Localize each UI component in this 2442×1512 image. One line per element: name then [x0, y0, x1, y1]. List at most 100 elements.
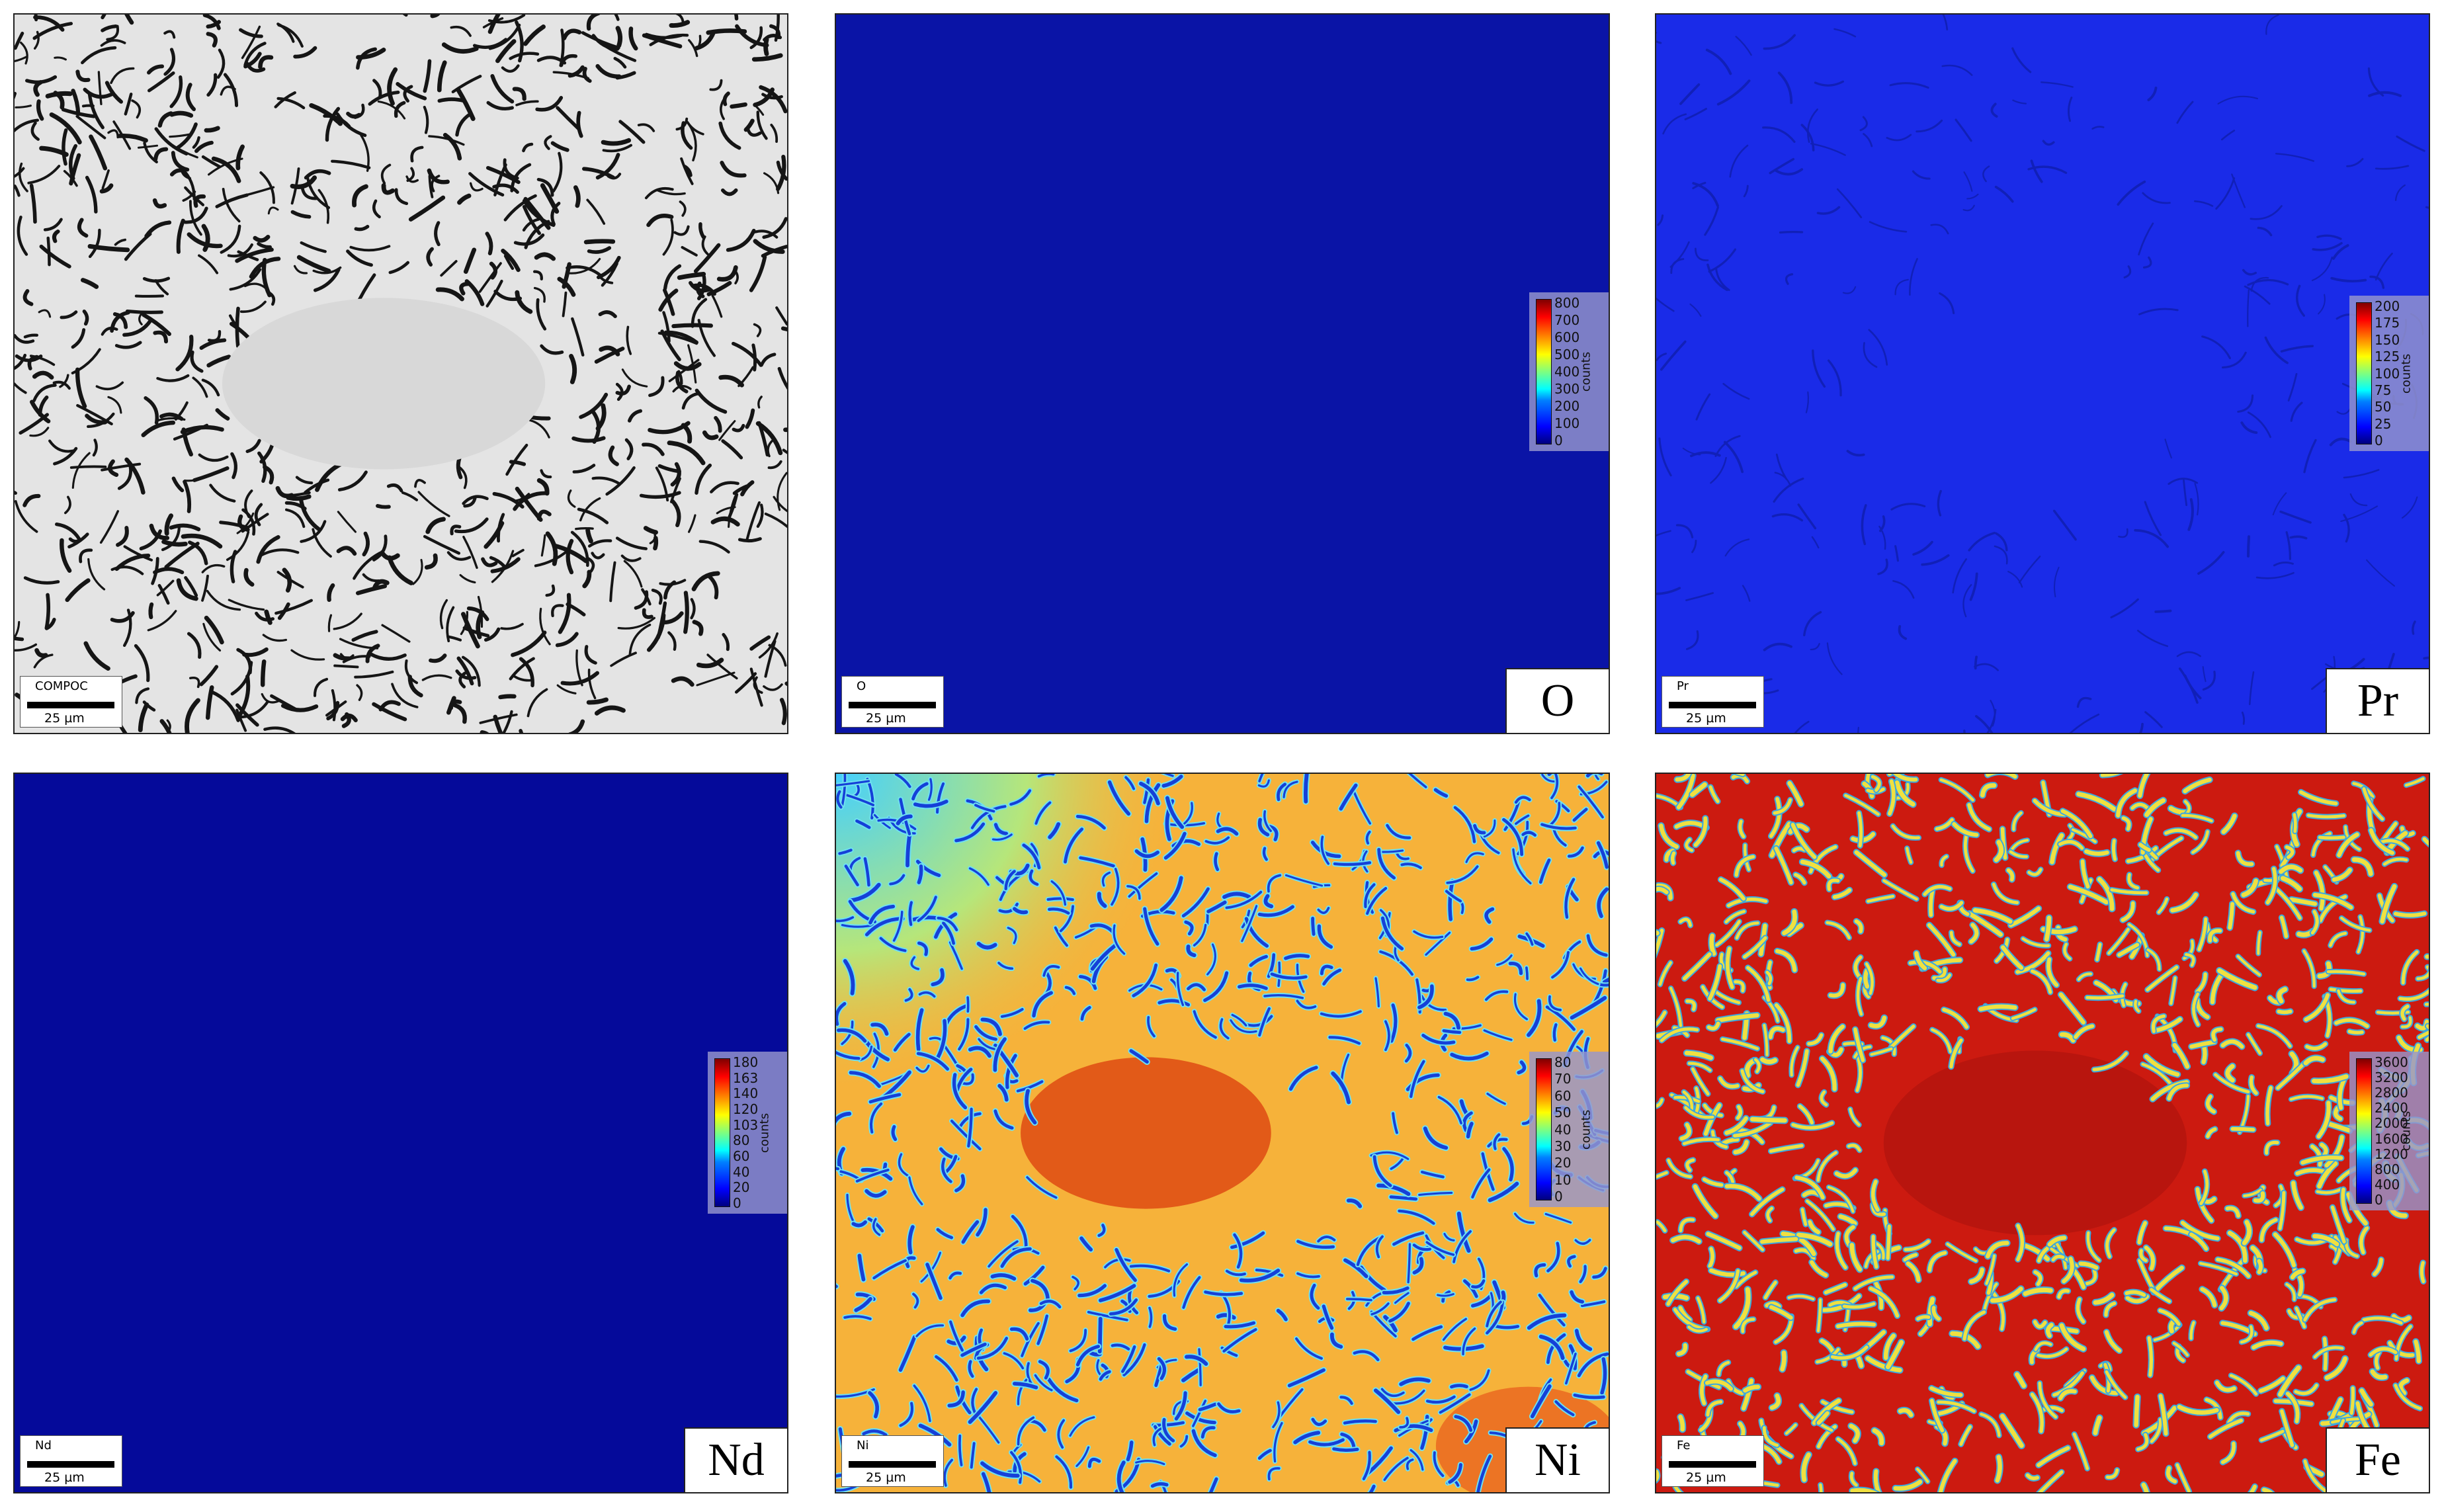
microstructure-streak — [841, 774, 847, 807]
microstructure-streak — [220, 85, 236, 96]
microstructure-streak — [1255, 1269, 1284, 1277]
microstructure-streak — [1985, 1254, 1996, 1285]
microstructure-streak — [2138, 222, 2154, 256]
microstructure-streak — [323, 114, 351, 128]
microstructure-streak — [2191, 830, 2209, 854]
microstructure-streak — [38, 309, 52, 318]
microstructure-streak — [2134, 1394, 2140, 1427]
microstructure-streak — [296, 255, 331, 274]
microstructure-streak — [176, 218, 185, 254]
microstructure-streak — [540, 183, 560, 214]
microstructure-streak — [451, 75, 482, 94]
microstructure-streak — [753, 230, 779, 239]
microstructure-streak — [1806, 1199, 1835, 1231]
microstructure-streak — [1165, 796, 1185, 829]
microstructure-streak — [1982, 165, 1990, 183]
microstructure-streak — [1262, 847, 1268, 861]
microstructure-streak — [1903, 1253, 1918, 1262]
microstructure-streak — [732, 484, 749, 495]
microstructure-streak — [1889, 1025, 1916, 1049]
microstructure-streak — [192, 376, 208, 398]
microstructure-streak — [1733, 1140, 1749, 1155]
microstructure-streak — [1392, 1389, 1425, 1405]
microstructure-streak — [1418, 1191, 1453, 1197]
microstructure-streak — [767, 460, 782, 470]
microstructure-streak — [898, 1153, 909, 1177]
microstructure-streak — [2144, 854, 2160, 872]
microstructure-streak — [208, 157, 243, 176]
microstructure-streak — [1087, 1457, 1101, 1468]
microstructure-streak — [2273, 562, 2294, 567]
tick-label: 0 — [1554, 433, 1563, 448]
microstructure-streak — [1581, 1300, 1606, 1308]
microstructure-streak — [556, 684, 577, 694]
microstructure-streak — [2201, 1045, 2207, 1064]
microstructure-streak — [1869, 1015, 1887, 1029]
microstructure-streak — [2158, 1394, 2168, 1436]
microstructure-streak — [720, 99, 725, 120]
microstructure-streak — [33, 15, 65, 32]
microstructure-streak — [1838, 1214, 1857, 1226]
microstructure-streak — [1308, 1438, 1345, 1447]
microstructure-streak — [1406, 1073, 1440, 1091]
microstructure-streak — [756, 110, 768, 140]
microstructure-streak — [184, 576, 198, 597]
microstructure-streak — [1442, 1318, 1467, 1341]
microstructure-streak — [1733, 1121, 1773, 1138]
microstructure-streak — [77, 218, 89, 238]
microstructure-streak — [2240, 1325, 2253, 1344]
microstructure-streak — [1377, 847, 1396, 880]
microstructure-streak — [193, 194, 206, 208]
microstructure-streak — [609, 561, 616, 603]
microstructure-streak — [288, 491, 311, 497]
microstructure-streak — [1257, 905, 1294, 917]
microstructure-streak — [60, 310, 78, 319]
microstructure-streak — [1927, 1251, 1947, 1273]
microstructure-streak — [947, 1390, 965, 1407]
microstructure-streak — [997, 1083, 1009, 1102]
microstructure-streak — [454, 517, 489, 534]
microstructure-streak — [408, 195, 446, 222]
microstructure-streak — [171, 151, 190, 172]
microstructure-streak — [2418, 1030, 2429, 1039]
microstructure-streak — [1908, 960, 1942, 974]
microstructure-streak — [512, 87, 526, 101]
microstructure-streak — [1760, 1237, 1798, 1244]
microstructure-streak — [641, 588, 652, 606]
microstructure-streak — [2359, 1388, 2373, 1407]
microstructure-streak — [1386, 823, 1411, 839]
microstructure-streak — [2144, 711, 2163, 728]
microstructure-streak — [1769, 1393, 1781, 1410]
microstructure-streak — [721, 439, 743, 460]
microstructure-streak — [2265, 1140, 2279, 1155]
microstructure-streak — [2134, 528, 2169, 548]
microstructure-streak — [1332, 1447, 1359, 1452]
microstructure-streak — [1762, 126, 1796, 144]
microstructure-streak — [1773, 798, 1792, 815]
microstructure-streak — [2192, 992, 2200, 1027]
microstructure-streak — [2277, 1009, 2293, 1015]
microstructure-streak — [161, 525, 181, 552]
microstructure-streak — [539, 607, 551, 646]
microstructure-streak — [927, 778, 933, 801]
scale-bar-line — [27, 702, 114, 708]
microstructure-streak — [1602, 978, 1609, 984]
microstructure-streak — [1691, 539, 1697, 554]
microstructure-streak — [720, 161, 747, 178]
microstructure-streak — [176, 578, 198, 601]
microstructure-streak — [1774, 846, 1793, 885]
microstructure-streak — [1949, 1038, 1963, 1069]
microstructure-streak — [1834, 1168, 1858, 1179]
microstructure-streak — [1258, 774, 1264, 782]
microstructure-streak — [1163, 774, 1174, 777]
microstructure-streak — [1039, 1300, 1062, 1309]
microstructure-streak — [1656, 40, 1662, 44]
microstructure-streak — [2202, 666, 2207, 683]
microstructure-streak — [238, 674, 251, 716]
microstructure-streak — [1109, 1298, 1138, 1316]
microstructure-streak — [675, 117, 689, 131]
microstructure-streak — [2330, 1205, 2346, 1244]
microstructure-streak — [276, 22, 295, 43]
microstructure-streak — [378, 700, 401, 712]
microstructure-streak — [1916, 119, 1943, 133]
